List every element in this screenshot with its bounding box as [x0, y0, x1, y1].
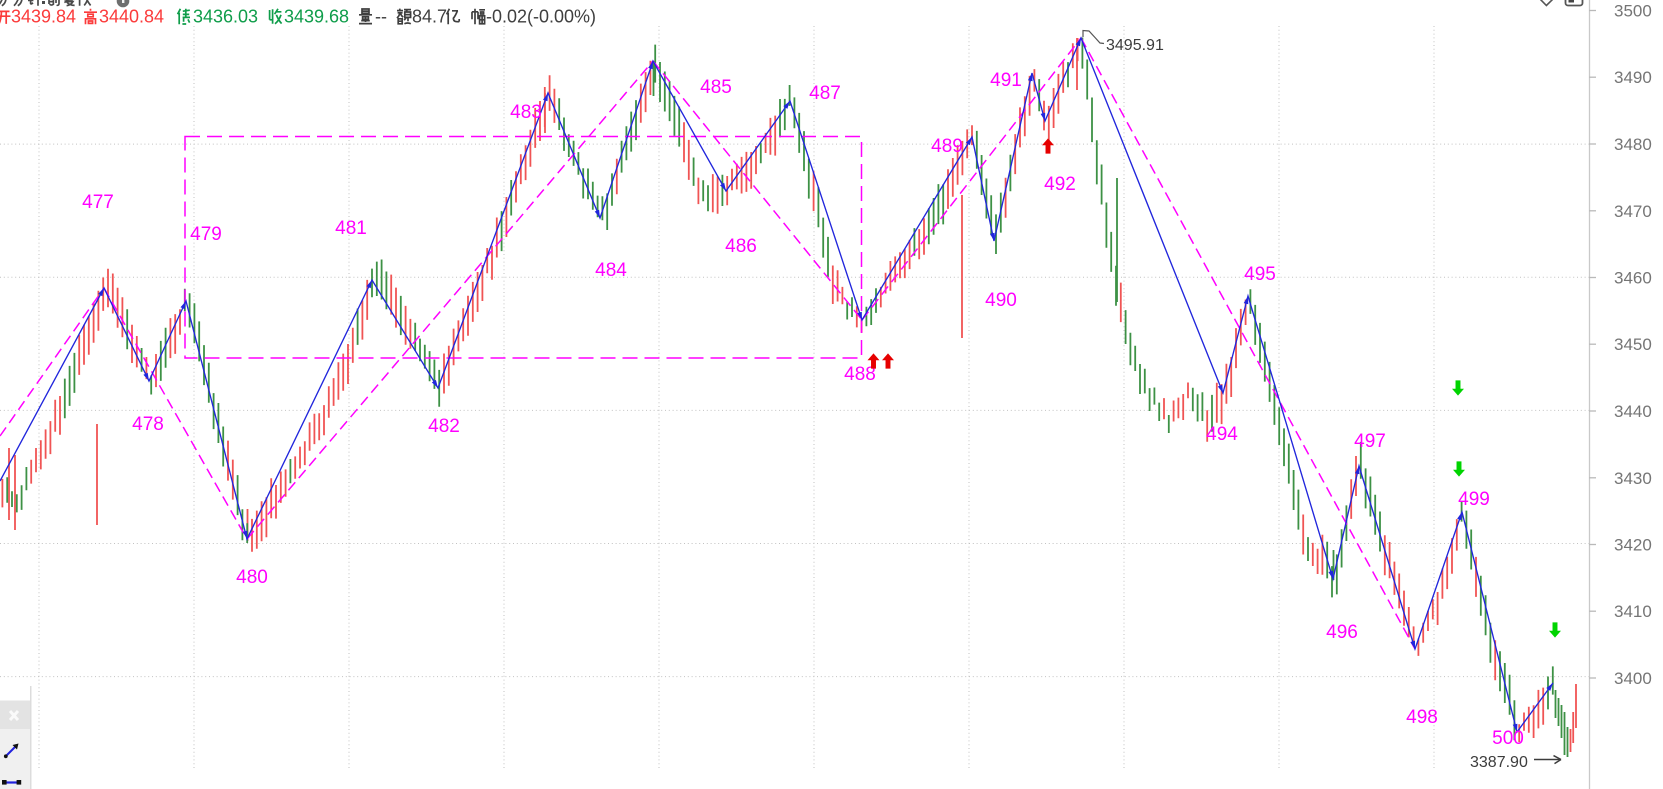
svg-text:490: 490	[985, 290, 1017, 311]
svg-text:483: 483	[510, 102, 542, 123]
svg-text:494: 494	[1206, 424, 1238, 445]
svg-text:84.7: 84.7	[412, 7, 447, 27]
svg-text:3490: 3490	[1614, 68, 1652, 87]
svg-text:488: 488	[844, 364, 876, 385]
svg-text:3387.90: 3387.90	[1470, 754, 1528, 771]
svg-text:486: 486	[725, 236, 757, 257]
svg-text:3495.91: 3495.91	[1106, 37, 1164, 54]
svg-text:491: 491	[990, 70, 1022, 91]
svg-text:3436.03: 3436.03	[193, 7, 258, 27]
svg-text:498: 498	[1406, 707, 1438, 728]
svg-text:3470: 3470	[1614, 202, 1652, 221]
svg-text:497: 497	[1354, 431, 1386, 452]
svg-text:492: 492	[1044, 174, 1076, 195]
svg-text:499: 499	[1458, 489, 1490, 510]
svg-text:3440.84: 3440.84	[99, 7, 164, 27]
svg-text:3480: 3480	[1614, 135, 1652, 154]
svg-text:3430: 3430	[1614, 469, 1652, 488]
svg-text:477: 477	[82, 192, 114, 213]
svg-text:485: 485	[700, 77, 732, 98]
svg-text:3420: 3420	[1614, 536, 1652, 555]
svg-text:478: 478	[132, 414, 164, 435]
svg-text:3400: 3400	[1614, 669, 1652, 688]
svg-text:3500: 3500	[1614, 2, 1652, 21]
svg-text:3440: 3440	[1614, 402, 1652, 421]
svg-text:482: 482	[428, 416, 460, 437]
svg-text:489: 489	[931, 136, 963, 157]
svg-text:481: 481	[335, 218, 367, 239]
svg-text:495: 495	[1244, 264, 1276, 285]
svg-text:480: 480	[236, 567, 268, 588]
svg-text:3439.68: 3439.68	[284, 7, 349, 27]
svg-text:479: 479	[190, 224, 222, 245]
svg-text:--: --	[375, 7, 387, 27]
svg-text:3410: 3410	[1614, 602, 1652, 621]
svg-text:-0.02(-0.00%): -0.02(-0.00%)	[486, 7, 596, 27]
svg-text:3450: 3450	[1614, 335, 1652, 354]
svg-text:3439.84: 3439.84	[11, 7, 76, 27]
svg-text:500: 500	[1492, 728, 1524, 749]
svg-text:484: 484	[595, 260, 627, 281]
svg-text:3460: 3460	[1614, 269, 1652, 288]
svg-text:487: 487	[809, 83, 841, 104]
svg-text:496: 496	[1326, 622, 1358, 643]
